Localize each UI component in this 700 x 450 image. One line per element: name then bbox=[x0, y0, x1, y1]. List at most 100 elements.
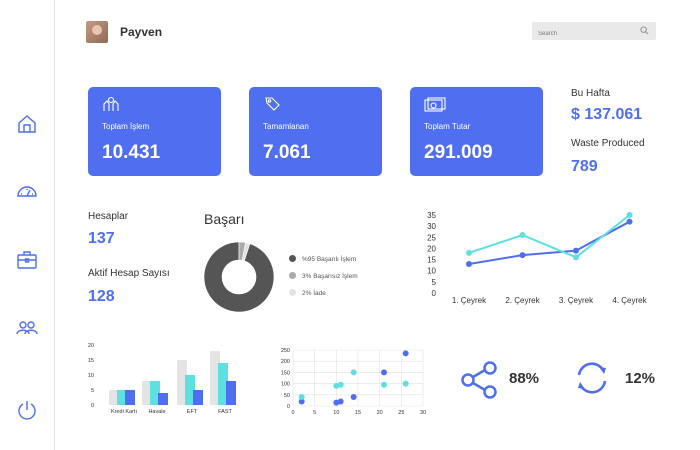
scatter-point bbox=[402, 380, 409, 387]
home-icon[interactable] bbox=[16, 113, 38, 135]
x-tick-label: 15 bbox=[355, 410, 361, 416]
y-tick-label: 20 bbox=[427, 244, 436, 253]
donut-slice bbox=[241, 242, 251, 262]
x-tick-label: 2. Çeyrek bbox=[505, 296, 540, 305]
waste-value: 789 bbox=[571, 158, 598, 175]
card-total-transactions[interactable]: Toplam İşlem 10.431 bbox=[88, 87, 221, 176]
y-tick-label: 0 bbox=[432, 289, 437, 298]
card-completed[interactable]: Tamamlanan 7.061 bbox=[249, 87, 382, 176]
x-tick-label: 25 bbox=[398, 410, 404, 416]
x-tick-label: Kredi Kartı bbox=[111, 409, 137, 415]
x-tick-label: EFT bbox=[187, 409, 198, 415]
bar bbox=[210, 351, 220, 405]
cash-icon bbox=[424, 96, 446, 112]
tag-icon bbox=[263, 96, 281, 112]
legend-label: %95 Başarılı İşlem bbox=[302, 256, 357, 263]
bar bbox=[177, 360, 187, 405]
card-value: 291.009 bbox=[424, 142, 493, 163]
y-tick-label: 0 bbox=[287, 404, 290, 410]
legend-label: 2% İade bbox=[302, 290, 326, 297]
series-point bbox=[626, 218, 633, 225]
series-point bbox=[626, 212, 633, 218]
accounts-value: 137 bbox=[88, 230, 115, 247]
scatter-point bbox=[381, 381, 387, 388]
y-tick-label: 150 bbox=[281, 370, 290, 376]
bar bbox=[218, 363, 228, 405]
y-tick-label: 0 bbox=[91, 403, 94, 409]
briefcase-icon[interactable] bbox=[16, 249, 38, 271]
series-point bbox=[519, 232, 526, 239]
week-value: $ 137.061 bbox=[571, 106, 643, 123]
legend-label: 3% Başarısız İşlem bbox=[302, 273, 358, 280]
card-label: Toplam İşlem bbox=[102, 122, 150, 131]
search-input[interactable] bbox=[532, 25, 632, 43]
bar bbox=[193, 390, 203, 405]
scatter-chart: 0 5 10 15 20 25 30 0 50 100 150 200 250 bbox=[281, 348, 426, 416]
series-line bbox=[468, 220, 630, 266]
scatter-point bbox=[350, 394, 357, 401]
x-tick-label: 10 bbox=[333, 410, 339, 416]
card-value: 10.431 bbox=[102, 142, 161, 163]
bar bbox=[226, 381, 236, 405]
quarterly-line-chart: 0 5 10 15 20 25 30 35 1. Çeyrek 2. Çeyrek 3. Çeyre… bbox=[427, 211, 648, 305]
card-total-amount[interactable]: Toplam Tutar 291.009 bbox=[410, 87, 543, 176]
x-tick-label: 30 bbox=[420, 410, 426, 416]
legend-item-success: %95 Başarılı İşlem bbox=[289, 255, 356, 263]
week-label: Bu Hafta bbox=[571, 88, 610, 99]
speedometer-icon[interactable] bbox=[16, 181, 38, 203]
x-tick-label: 1. Çeyrek bbox=[452, 296, 487, 305]
y-tick-label: 250 bbox=[281, 348, 290, 354]
legend-dot bbox=[289, 272, 296, 279]
y-tick-label: 200 bbox=[281, 359, 290, 365]
share-kpi-value: 88% bbox=[509, 370, 540, 387]
series-point bbox=[573, 254, 579, 261]
accounts-label: Hesaplar bbox=[88, 211, 129, 222]
bar bbox=[117, 390, 127, 405]
scatter-point bbox=[298, 398, 305, 405]
y-tick-label: 100 bbox=[281, 382, 290, 388]
y-tick-label: 10 bbox=[88, 373, 94, 379]
bar bbox=[150, 381, 160, 405]
y-tick-label: 35 bbox=[427, 211, 436, 220]
legend-dot bbox=[289, 255, 296, 262]
legend-dot bbox=[289, 289, 296, 296]
y-tick-label: 30 bbox=[427, 222, 436, 231]
header: Payven bbox=[86, 20, 658, 44]
y-tick-label: 25 bbox=[427, 233, 436, 242]
active-accounts-label: Aktif Hesap Sayısı bbox=[88, 268, 170, 279]
bar bbox=[125, 390, 135, 405]
refresh-icon[interactable] bbox=[572, 358, 612, 398]
y-tick-label: 5 bbox=[432, 278, 437, 287]
power-icon[interactable] bbox=[16, 399, 38, 421]
bar bbox=[109, 390, 119, 405]
scatter-point bbox=[350, 369, 357, 376]
x-tick-label: 4. Çeyrek bbox=[612, 296, 647, 305]
avatar[interactable] bbox=[86, 21, 108, 43]
series-point bbox=[519, 252, 526, 259]
scatter-point bbox=[298, 394, 305, 401]
scatter-point bbox=[402, 350, 409, 357]
card-value: 7.061 bbox=[263, 142, 311, 163]
share-icon[interactable] bbox=[460, 360, 500, 400]
x-tick-label: Havale bbox=[148, 409, 165, 415]
waste-label: Waste Produced bbox=[571, 138, 645, 149]
x-tick-label: FAST bbox=[218, 409, 232, 415]
x-tick-label: 0 bbox=[291, 410, 294, 416]
users-icon[interactable] bbox=[16, 317, 38, 339]
donut-chart bbox=[203, 241, 275, 313]
donut-title: Başarı bbox=[204, 211, 245, 227]
brand-name: Payven bbox=[120, 25, 163, 39]
scatter-point bbox=[337, 398, 344, 405]
series-point bbox=[466, 261, 472, 268]
hands-icon bbox=[102, 96, 120, 112]
y-tick-label: 5 bbox=[91, 388, 94, 394]
series-point bbox=[573, 247, 579, 254]
x-tick-label: 5 bbox=[313, 410, 316, 416]
series-line bbox=[468, 214, 631, 259]
y-tick-label: 50 bbox=[284, 393, 290, 399]
y-tick-label: 10 bbox=[427, 267, 436, 276]
active-accounts-value: 128 bbox=[88, 288, 115, 305]
search-icon[interactable] bbox=[640, 26, 649, 35]
payment-bar-chart: 0 5 10 15 20 Kredi Kartı Havale EFT FAST bbox=[88, 343, 236, 415]
legend-item-failed: 3% Başarısız İşlem bbox=[289, 272, 358, 280]
